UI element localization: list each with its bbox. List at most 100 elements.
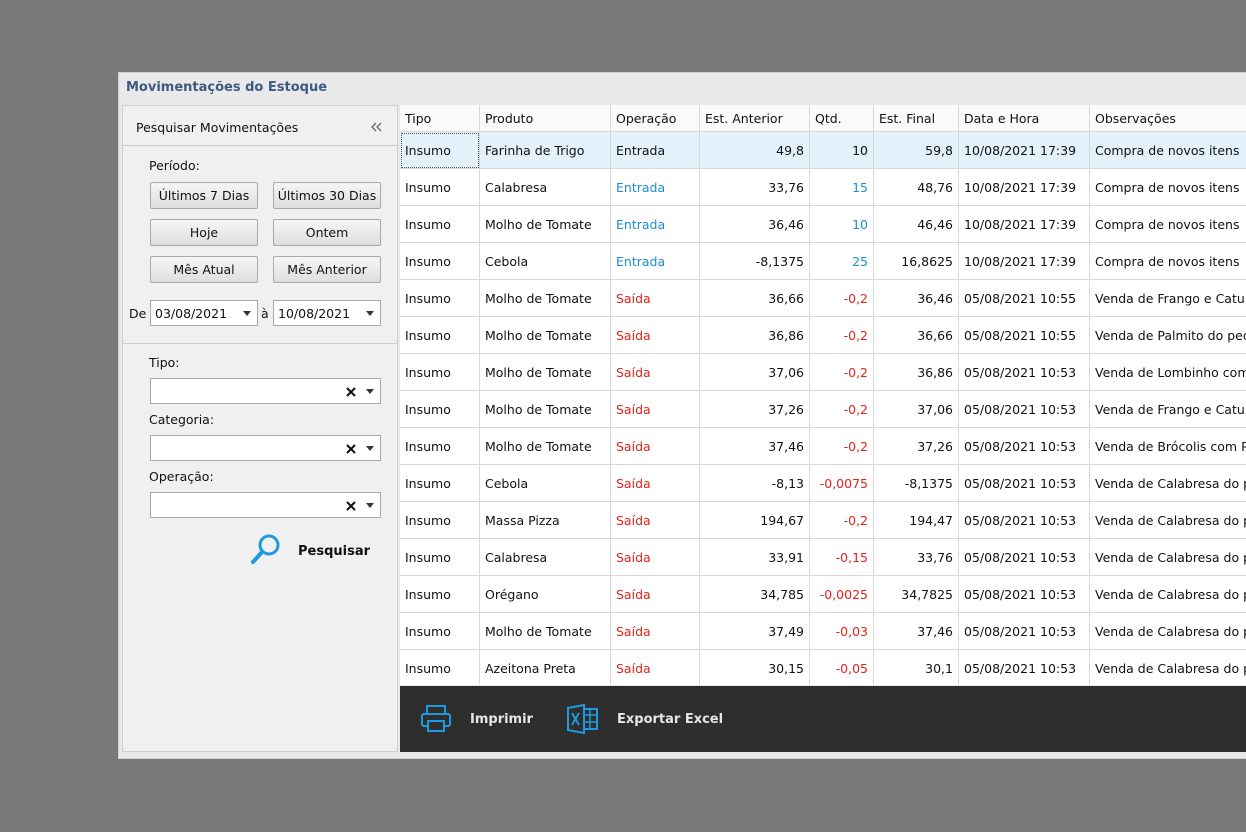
table-cell[interactable]: Orégano (480, 576, 611, 613)
dropdown-arrow[interactable] (366, 446, 374, 451)
table-cell[interactable]: 49,8 (700, 132, 810, 169)
table-cell[interactable]: Venda de Calabresa do p (1090, 465, 1246, 502)
table-cell[interactable]: Molho de Tomate (480, 317, 611, 354)
table-cell[interactable]: -8,1375 (874, 465, 959, 502)
table-cell[interactable]: 37,06 (874, 391, 959, 428)
table-cell[interactable]: 05/08/2021 10:53 (959, 650, 1090, 685)
clear-icon[interactable] (346, 444, 356, 454)
table-cell[interactable]: Insumo (400, 465, 480, 502)
table-cell[interactable]: 37,49 (700, 613, 810, 650)
table-cell[interactable]: Insumo (400, 613, 480, 650)
table-cell[interactable]: -8,13 (700, 465, 810, 502)
clear-icon[interactable] (346, 387, 356, 397)
table-cell[interactable]: 10/08/2021 17:39 (959, 132, 1090, 169)
table-cell[interactable]: -0,0025 (810, 576, 874, 613)
table-cell[interactable]: 33,76 (874, 539, 959, 576)
table-cell[interactable]: -0,2 (810, 391, 874, 428)
table-cell[interactable]: Insumo (400, 169, 480, 206)
table-cell[interactable]: Venda de Frango e Catu (1090, 280, 1246, 317)
table-cell[interactable]: -0,05 (810, 650, 874, 685)
table-cell[interactable]: Calabresa (480, 169, 611, 206)
table-cell[interactable]: Venda de Brócolis com Pa (1090, 428, 1246, 465)
table-cell[interactable]: 36,66 (700, 280, 810, 317)
date-to[interactable]: 10/08/2021 (273, 300, 381, 326)
table-cell[interactable]: Insumo (400, 317, 480, 354)
dropdown-arrow[interactable] (366, 503, 374, 508)
filter-combo[interactable] (150, 492, 381, 518)
table-cell[interactable]: 10 (810, 206, 874, 243)
table-cell[interactable]: Saída (611, 391, 700, 428)
table-cell[interactable]: Molho de Tomate (480, 354, 611, 391)
column-header[interactable]: Operação (611, 105, 700, 132)
table-cell[interactable]: 36,86 (874, 354, 959, 391)
table-cell[interactable]: Venda de Lombinho com (1090, 354, 1246, 391)
table-cell[interactable]: Saída (611, 613, 700, 650)
table-cell[interactable]: 33,76 (700, 169, 810, 206)
table-cell[interactable]: Venda de Calabresa do p (1090, 539, 1246, 576)
excel-icon[interactable] (566, 703, 600, 735)
table-cell[interactable]: 36,86 (700, 317, 810, 354)
table-cell[interactable]: Saída (611, 280, 700, 317)
column-header[interactable]: Produto (480, 105, 611, 132)
table-cell[interactable]: -0,2 (810, 354, 874, 391)
dropdown-arrow[interactable] (366, 389, 374, 394)
period-button[interactable]: Hoje (150, 219, 258, 246)
table-cell[interactable]: 37,06 (700, 354, 810, 391)
table-cell[interactable]: Insumo (400, 650, 480, 685)
column-header[interactable]: Qtd. (810, 105, 874, 132)
table-cell[interactable]: -0,03 (810, 613, 874, 650)
table-cell[interactable]: 48,76 (874, 169, 959, 206)
table-cell[interactable]: 194,67 (700, 502, 810, 539)
table-cell[interactable]: Entrada (611, 169, 700, 206)
table-cell[interactable]: Saída (611, 539, 700, 576)
table-cell[interactable]: -0,2 (810, 280, 874, 317)
table-cell[interactable]: -0,2 (810, 428, 874, 465)
period-button[interactable]: Mês Anterior (273, 256, 381, 283)
table-cell[interactable]: Insumo (400, 502, 480, 539)
table-cell[interactable]: Azeitona Preta (480, 650, 611, 685)
table-cell[interactable]: Saída (611, 502, 700, 539)
table-cell[interactable]: Entrada (611, 206, 700, 243)
table-cell[interactable]: 46,46 (874, 206, 959, 243)
table-cell[interactable]: 37,26 (874, 428, 959, 465)
table-cell[interactable]: Venda de Calabresa do p (1090, 502, 1246, 539)
table-cell[interactable]: 59,8 (874, 132, 959, 169)
table-cell[interactable]: -0,2 (810, 317, 874, 354)
table-cell[interactable]: -0,15 (810, 539, 874, 576)
table-cell[interactable]: Entrada (611, 243, 700, 280)
table-cell[interactable]: 05/08/2021 10:53 (959, 576, 1090, 613)
date-from[interactable]: 03/08/2021 (150, 300, 258, 326)
table-cell[interactable]: Saída (611, 650, 700, 685)
table-cell[interactable]: Compra de novos itens (1090, 243, 1246, 280)
table-cell[interactable]: Venda de Calabresa do p (1090, 613, 1246, 650)
table-cell[interactable]: 36,66 (874, 317, 959, 354)
table-cell[interactable]: Saída (611, 428, 700, 465)
table-cell[interactable]: 30,15 (700, 650, 810, 685)
table-cell[interactable]: 05/08/2021 10:53 (959, 428, 1090, 465)
table-cell[interactable]: Molho de Tomate (480, 280, 611, 317)
filter-combo[interactable] (150, 435, 381, 461)
table-cell[interactable]: 10/08/2021 17:39 (959, 206, 1090, 243)
table-cell[interactable]: Compra de novos itens (1090, 132, 1246, 169)
table-cell[interactable]: 05/08/2021 10:53 (959, 539, 1090, 576)
table-cell[interactable]: 36,46 (700, 206, 810, 243)
table-cell[interactable]: 10/08/2021 17:39 (959, 169, 1090, 206)
table-cell[interactable]: Farinha de Trigo (480, 132, 611, 169)
table-cell[interactable]: 05/08/2021 10:53 (959, 354, 1090, 391)
table-cell[interactable]: -0,2 (810, 502, 874, 539)
table-cell[interactable]: Insumo (400, 391, 480, 428)
table-cell[interactable]: 10 (810, 132, 874, 169)
period-button[interactable]: Últimos 30 Dias (273, 182, 381, 209)
table-cell[interactable]: Saída (611, 317, 700, 354)
table-cell[interactable]: 37,26 (700, 391, 810, 428)
table-cell[interactable]: 05/08/2021 10:55 (959, 280, 1090, 317)
table-cell[interactable]: 05/08/2021 10:55 (959, 317, 1090, 354)
table-cell[interactable]: -8,1375 (700, 243, 810, 280)
table-cell[interactable]: 10/08/2021 17:39 (959, 243, 1090, 280)
table-cell[interactable]: Insumo (400, 280, 480, 317)
table-cell[interactable]: Cebola (480, 465, 611, 502)
table-cell[interactable]: 15 (810, 169, 874, 206)
table-cell[interactable]: 36,46 (874, 280, 959, 317)
table-cell[interactable]: 05/08/2021 10:53 (959, 502, 1090, 539)
column-header[interactable]: Observações (1090, 105, 1246, 132)
